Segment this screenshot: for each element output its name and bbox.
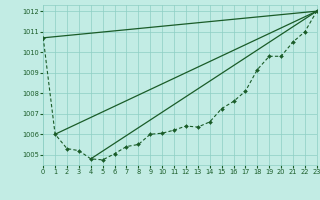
- Text: Graphe pression niveau de la mer (hPa): Graphe pression niveau de la mer (hPa): [68, 185, 252, 194]
